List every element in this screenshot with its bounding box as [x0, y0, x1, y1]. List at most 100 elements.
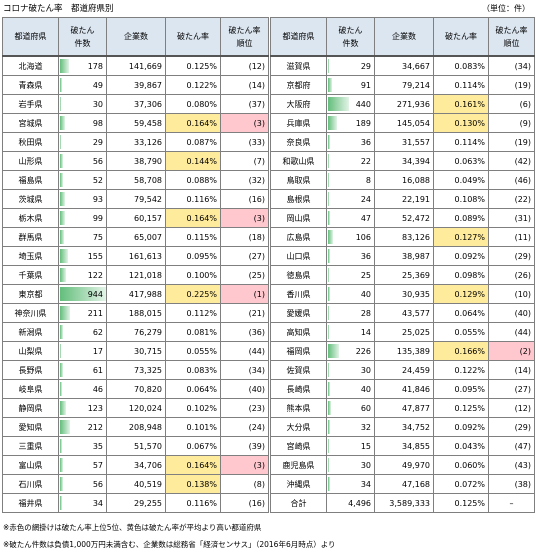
- count-bar: [60, 306, 71, 320]
- pref-cell: 東京都: [2, 284, 59, 304]
- table-row: 茨城県 93 79,542 0.116% (16): [2, 189, 269, 209]
- count-bar: [60, 230, 64, 244]
- rank-cell: (2): [488, 341, 535, 361]
- rank-cell: (22): [488, 189, 535, 209]
- pref-cell: 兵庫県: [270, 113, 327, 133]
- companies-cell: 58,708: [106, 170, 166, 190]
- companies-cell: 73,325: [106, 360, 166, 380]
- companies-cell: 34,394: [374, 151, 434, 171]
- pref-cell: 岐阜県: [2, 379, 59, 399]
- count-bar: [328, 135, 330, 149]
- table-row: 福岡県 226 135,389 0.166% (2): [270, 341, 535, 361]
- total-row: 合計 4,496 3,589,333 0.125% –: [270, 493, 535, 513]
- count-cell: 178: [58, 55, 107, 76]
- companies-cell: 145,054: [374, 113, 434, 133]
- companies-cell: 83,126: [374, 227, 434, 247]
- companies-cell: 39,867: [106, 75, 166, 95]
- header-count: 破たん 件数: [58, 17, 107, 57]
- companies-cell: 161,613: [106, 246, 166, 266]
- header-rate: 破たん率: [433, 17, 489, 57]
- count-bar: [60, 59, 69, 73]
- rank-cell: (19): [488, 132, 535, 152]
- count-bar: [328, 192, 330, 206]
- header-pref: 都道府県: [270, 17, 327, 57]
- count-bar: [328, 325, 329, 339]
- table-row: 三重県 35 51,570 0.067% (39): [2, 436, 269, 456]
- table-row: 岐阜県 46 70,820 0.064% (40): [2, 379, 269, 399]
- rate-cell: 0.164%: [165, 455, 221, 475]
- rate-cell: 0.095%: [165, 246, 221, 266]
- count-cell: 98: [58, 113, 107, 133]
- count-cell: 17: [58, 341, 107, 361]
- companies-cell: 33,126: [106, 132, 166, 152]
- companies-cell: 30,935: [374, 284, 434, 304]
- rate-cell: 0.225%: [165, 284, 221, 304]
- table-row: 大阪府 440 271,936 0.161% (6): [270, 94, 535, 114]
- rate-cell: 0.055%: [165, 341, 221, 361]
- companies-cell: 34,667: [374, 55, 434, 76]
- rate-cell: 0.164%: [165, 208, 221, 228]
- rank-cell: (16): [220, 189, 269, 209]
- companies-cell: 79,542: [106, 189, 166, 209]
- table-row: 山梨県 17 30,715 0.055% (44): [2, 341, 269, 361]
- companies-cell: 40,519: [106, 474, 166, 494]
- count-cell: 30: [326, 360, 375, 380]
- table-row: 熊本県 60 47,877 0.125% (12): [270, 398, 535, 418]
- rank-cell: (36): [220, 322, 269, 342]
- count-cell: 212: [58, 417, 107, 437]
- count-cell: 49: [58, 75, 107, 95]
- rate-cell: 0.063%: [433, 151, 489, 171]
- rank-cell: (14): [220, 75, 269, 95]
- pref-cell: 埼玉県: [2, 246, 59, 266]
- rate-cell: 0.114%: [433, 75, 489, 95]
- rank-cell: (32): [220, 170, 269, 190]
- table-row: 埼玉県 155 161,613 0.095% (27): [2, 246, 269, 266]
- count-cell: 75: [58, 227, 107, 247]
- header-rank: 破たん率 順位: [488, 17, 535, 57]
- rate-cell: 0.080%: [165, 94, 221, 114]
- table-row: 長崎県 40 41,846 0.095% (27): [270, 379, 535, 399]
- pref-cell: 愛媛県: [270, 303, 327, 323]
- count-cell: 56: [58, 474, 107, 494]
- rank-cell: (47): [488, 436, 535, 456]
- count-cell: 91: [326, 75, 375, 95]
- table-row: 福島県 52 58,708 0.088% (32): [2, 170, 269, 190]
- count-cell: 25: [326, 265, 375, 285]
- pref-cell: 栃木県: [2, 208, 59, 228]
- count-bar: [328, 477, 330, 491]
- companies-cell: 141,669: [106, 55, 166, 76]
- rate-cell: 0.127%: [433, 227, 489, 247]
- rate-cell: 0.095%: [433, 379, 489, 399]
- table-row: 山口県 36 38,987 0.092% (29): [270, 246, 535, 266]
- table-row: 沖縄県 34 47,168 0.072% (38): [270, 474, 535, 494]
- count-cell: 211: [58, 303, 107, 323]
- count-cell: 30: [326, 455, 375, 475]
- table-row: 北海道 178 141,669 0.125% (12): [2, 55, 269, 76]
- table-row: 島根県 24 22,191 0.108% (22): [270, 189, 535, 209]
- pref-cell: 岡山県: [270, 208, 327, 228]
- rank-cell: (25): [220, 265, 269, 285]
- rank-cell: (16): [220, 493, 269, 513]
- rate-cell: 0.083%: [433, 55, 489, 76]
- count-bar: [60, 268, 66, 282]
- pref-cell: 京都府: [270, 75, 327, 95]
- companies-cell: 31,557: [374, 132, 434, 152]
- count-cell: 36: [326, 246, 375, 266]
- rate-cell: 0.100%: [165, 265, 221, 285]
- count-bar: [60, 420, 71, 434]
- companies-cell: 24,459: [374, 360, 434, 380]
- table-row: 徳島県 25 25,369 0.098% (26): [270, 265, 535, 285]
- pref-cell: 和歌山県: [270, 151, 327, 171]
- pref-cell: 長野県: [2, 360, 59, 380]
- count-bar: [328, 401, 331, 415]
- total-companies: 3,589,333: [374, 493, 434, 513]
- table-row: 宮城県 98 59,458 0.164% (3): [2, 113, 269, 133]
- companies-cell: 47,168: [374, 474, 434, 494]
- rate-cell: 0.067%: [165, 436, 221, 456]
- table-row: 新潟県 62 76,279 0.081% (36): [2, 322, 269, 342]
- rate-cell: 0.083%: [165, 360, 221, 380]
- pref-cell: 富山県: [2, 455, 59, 475]
- rate-cell: 0.130%: [433, 113, 489, 133]
- rank-cell: (46): [488, 170, 535, 190]
- count-bar: [60, 458, 63, 472]
